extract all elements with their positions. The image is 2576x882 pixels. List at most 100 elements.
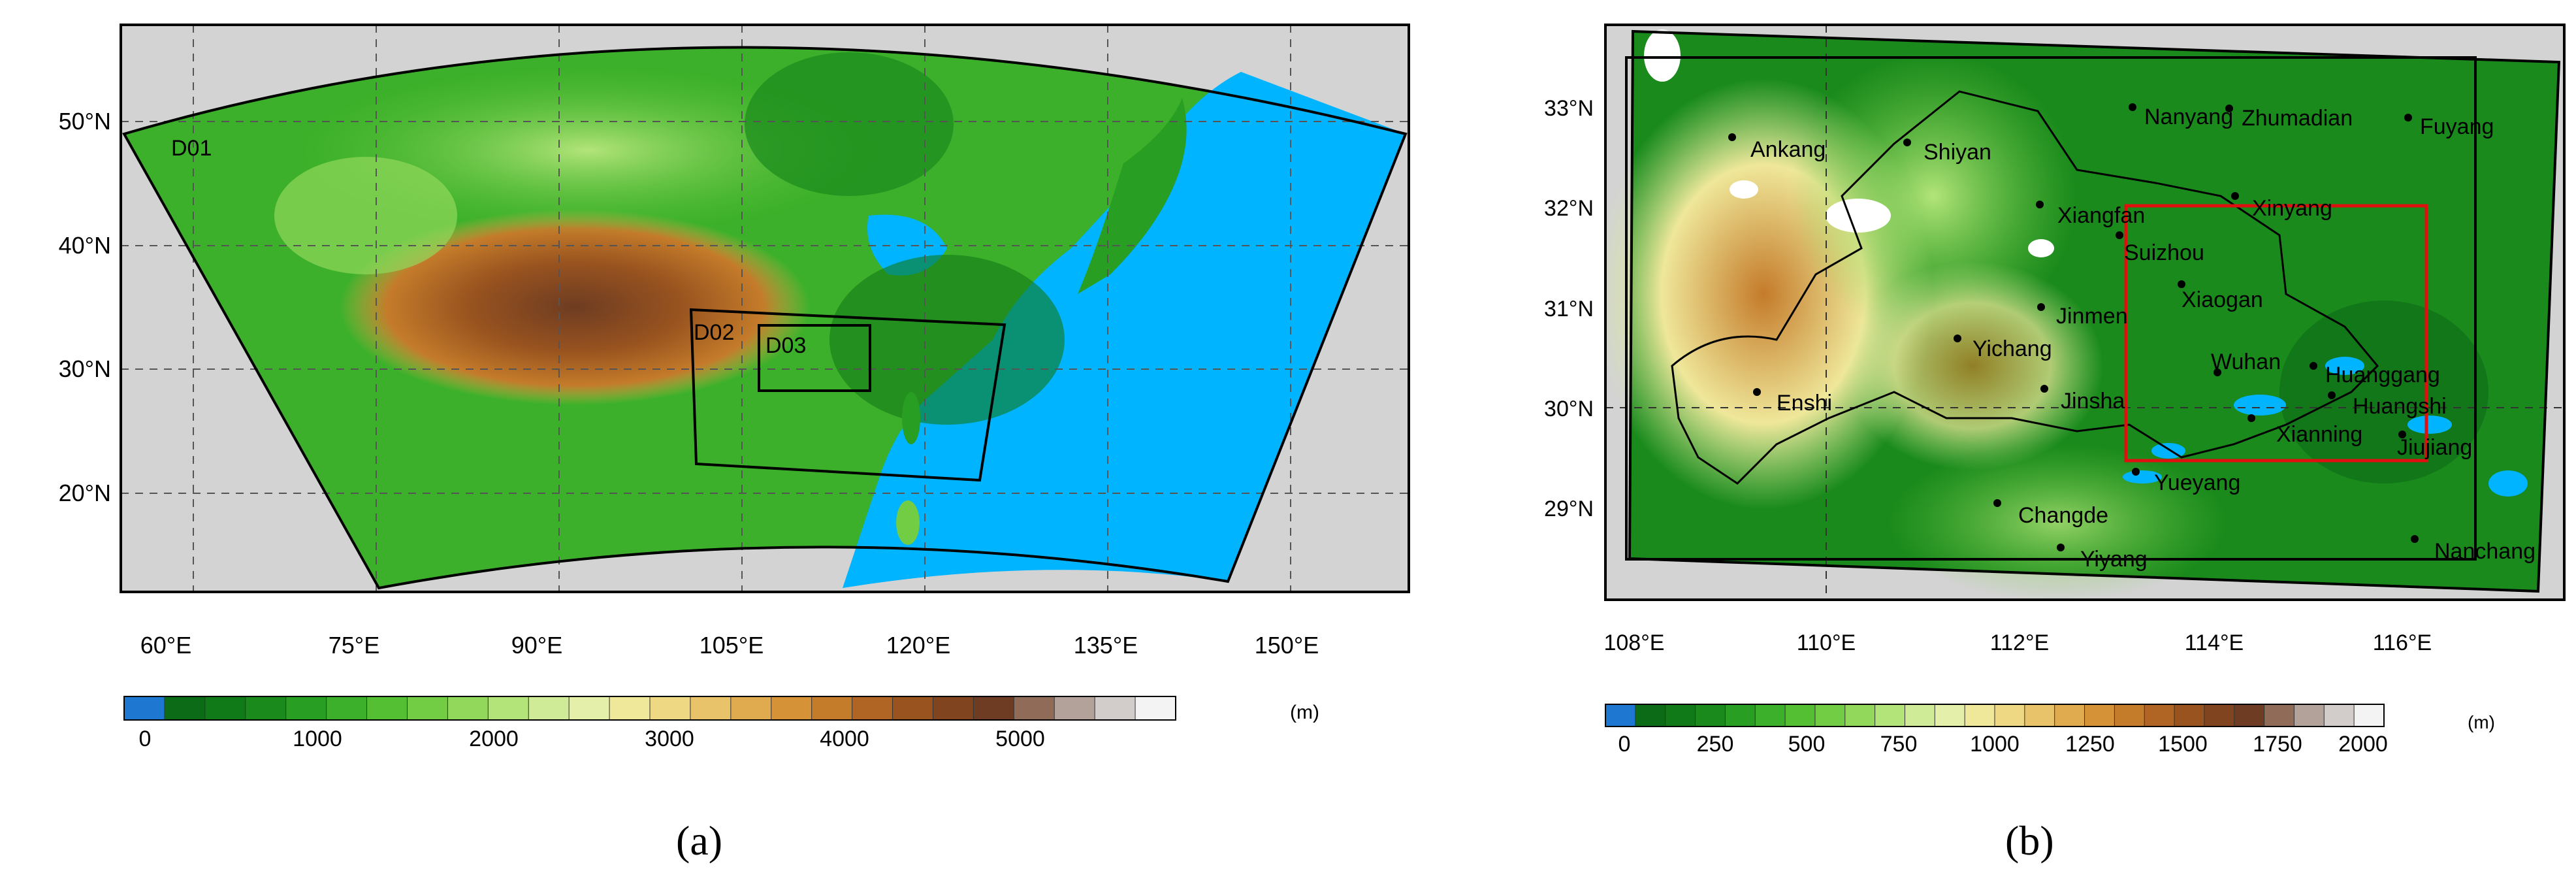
- colorbar-b-tick: 1250: [2065, 732, 2115, 757]
- lat-ticks-a: 50°N 40°N 30°N 20°N: [59, 108, 111, 506]
- colorbar-swatch: [1754, 704, 1786, 727]
- city-dot: [1753, 388, 1761, 396]
- city-label: Jinmen: [2056, 304, 2128, 329]
- colorbar-swatch: [204, 696, 246, 721]
- colorbar-swatch: [568, 696, 611, 721]
- colorbar-a-tick: 0: [139, 727, 152, 751]
- colorbar-swatch: [771, 696, 813, 721]
- city-label: Xinyang: [2252, 196, 2332, 221]
- colorbar-swatch: [1635, 704, 1666, 727]
- map-b: Nanyang Zhumadian Fuyang Ankang Shiyan X…: [1544, 24, 2566, 757]
- colorbar-swatch: [164, 696, 206, 721]
- city-dot: [2129, 103, 2136, 111]
- colorbar-swatch: [2054, 704, 2085, 727]
- lat-tick-b: 33°N: [1544, 96, 1594, 121]
- colorbar-swatch: [1135, 696, 1176, 721]
- colorbar-b-tick: 2000: [2338, 732, 2388, 757]
- caption-b: (b): [2005, 817, 2054, 864]
- lon-tick-a: 90°E: [511, 632, 562, 659]
- colorbar-swatch: [1934, 704, 1966, 727]
- colorbar-swatch: [690, 696, 732, 721]
- map-a-frame: [120, 24, 1410, 593]
- colorbar-swatch: [649, 696, 691, 721]
- lon-tick-a: 120°E: [886, 632, 950, 659]
- lat-tick-a: 50°N: [59, 108, 111, 135]
- colorbar-b-frame: [1605, 704, 2385, 727]
- colorbar-swatch: [123, 696, 165, 721]
- city-dot: [1993, 499, 2001, 507]
- map-b-frame: [1604, 24, 2566, 601]
- panel-a: D01 D02 D03 50°N 40°N 30°N 20°N 60°E 75°…: [59, 24, 1410, 864]
- colorbar-swatch: [447, 696, 489, 721]
- colorbar-b: [1605, 704, 2385, 727]
- colorbar-swatch: [2264, 704, 2295, 727]
- colorbar-swatch: [892, 696, 934, 721]
- city-label: Huanggang: [2325, 363, 2440, 387]
- city-dot: [2116, 231, 2123, 239]
- colorbar-swatch: [366, 696, 408, 721]
- lon-tick-a: 60°E: [140, 632, 191, 659]
- lat-tick-a: 20°N: [59, 480, 111, 506]
- city-label: Xiangfan: [2057, 203, 2145, 228]
- map-a: D01 D02 D03 50°N 40°N 30°N 20°N 60°E 75°…: [59, 24, 1410, 751]
- colorbar-b-tick: 250: [1697, 732, 1734, 757]
- city-label: Enshi: [1777, 391, 1832, 416]
- lon-tick-a: 135°E: [1074, 632, 1138, 659]
- city-label: Nanyang: [2144, 105, 2233, 129]
- colorbar-swatch: [1904, 704, 1936, 727]
- city-dot: [2040, 385, 2048, 393]
- colorbar-swatch: [2144, 704, 2176, 727]
- city-label: Zhumadian: [2242, 106, 2353, 131]
- colorbar-swatch: [1964, 704, 1996, 727]
- colorbar-swatch: [528, 696, 570, 721]
- colorbar-swatch: [932, 696, 974, 721]
- city-dot: [2132, 468, 2140, 476]
- city-dot: [2310, 362, 2317, 370]
- colorbar-swatch: [1994, 704, 2025, 727]
- colorbar-swatch: [2293, 704, 2325, 727]
- city-label: Huangshi: [2353, 394, 2447, 419]
- colorbar-b-tick: 0: [1618, 732, 1631, 757]
- city-dot: [2225, 105, 2233, 112]
- colorbar-a-tick: 5000: [995, 727, 1045, 751]
- domain-d01-border: [122, 46, 1408, 590]
- colorbar-swatch: [1054, 696, 1096, 721]
- city-dot: [2247, 414, 2255, 422]
- label-d01: D01: [171, 136, 212, 161]
- domain-d02-border: [689, 308, 1006, 482]
- colorbar-swatch: [609, 696, 651, 721]
- city-label: Suizhou: [2124, 240, 2204, 265]
- lon-ticks-b: 108°E 110°E 112°E 114°E 116°E: [1603, 630, 2432, 655]
- lon-tick-b: 108°E: [1603, 630, 1664, 655]
- city-dot: [2037, 303, 2045, 311]
- colorbar-swatch: [852, 696, 894, 721]
- colorbar-b-tick: 500: [1788, 732, 1826, 757]
- colorbar-swatch: [2114, 704, 2146, 727]
- colorbar-swatch: [730, 696, 772, 721]
- caption-a: (a): [676, 817, 723, 864]
- lat-tick-a: 40°N: [59, 232, 111, 259]
- lon-tick-a: 105°E: [700, 632, 764, 659]
- lat-tick-a: 30°N: [59, 355, 111, 382]
- city-label: Nanchang: [2434, 539, 2536, 564]
- city-label: Yichang: [1972, 336, 2052, 361]
- lon-tick-a: 150°E: [1255, 632, 1319, 659]
- lon-tick-b: 112°E: [1990, 630, 2049, 655]
- lon-tick-a: 75°E: [329, 632, 379, 659]
- colorbar-b-tick: 1500: [2158, 732, 2208, 757]
- colorbar-b-tick: 1750: [2253, 732, 2302, 757]
- colorbar-swatch: [2084, 704, 2116, 727]
- city-label: Ankang: [1750, 137, 1826, 162]
- city-dot: [2178, 280, 2185, 288]
- colorbar-swatch: [1094, 696, 1136, 721]
- lon-tick-b: 116°E: [2373, 630, 2432, 655]
- colorbar-swatch: [406, 696, 449, 721]
- city-label: Shiyan: [1924, 140, 1991, 165]
- colorbar-swatch: [285, 696, 327, 721]
- lon-ticks-a: 60°E 75°E 90°E 105°E 120°E 135°E 150°E: [140, 632, 1319, 659]
- study-area-box: [2124, 204, 2428, 463]
- city-dot: [2036, 201, 2044, 208]
- city-label: Xianning: [2276, 422, 2362, 447]
- colorbar-a-tick: 3000: [645, 727, 694, 751]
- colorbar-a-tick: 1000: [293, 727, 342, 751]
